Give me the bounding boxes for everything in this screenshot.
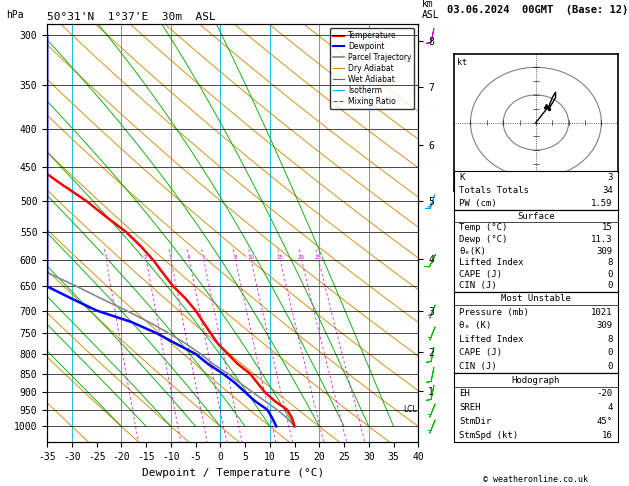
Text: 15: 15 (276, 255, 283, 260)
Text: hPa: hPa (6, 10, 24, 20)
Text: CIN (J): CIN (J) (459, 362, 497, 371)
Text: 3: 3 (608, 173, 613, 182)
Legend: Temperature, Dewpoint, Parcel Trajectory, Dry Adiabat, Wet Adiabat, Isotherm, Mi: Temperature, Dewpoint, Parcel Trajectory… (330, 28, 415, 109)
Text: © weatheronline.co.uk: © weatheronline.co.uk (484, 474, 588, 484)
Text: 8: 8 (233, 255, 237, 260)
Text: 11.3: 11.3 (591, 235, 613, 244)
Text: Surface: Surface (517, 211, 555, 221)
Text: 8: 8 (608, 258, 613, 267)
Text: θₑ (K): θₑ (K) (459, 321, 491, 330)
Text: 1.59: 1.59 (591, 199, 613, 208)
Text: 309: 309 (597, 321, 613, 330)
Text: PW (cm): PW (cm) (459, 199, 497, 208)
Text: 0: 0 (608, 348, 613, 357)
Text: 45°: 45° (597, 417, 613, 426)
Text: Lifted Index: Lifted Index (459, 258, 523, 267)
Text: StmDir: StmDir (459, 417, 491, 426)
Text: SREH: SREH (459, 403, 481, 412)
Text: 2: 2 (144, 255, 148, 260)
Text: Dewp (°C): Dewp (°C) (459, 235, 508, 244)
Text: 20: 20 (298, 255, 304, 260)
Text: StmSpd (kt): StmSpd (kt) (459, 431, 518, 440)
Text: 16: 16 (602, 431, 613, 440)
X-axis label: Dewpoint / Temperature (°C): Dewpoint / Temperature (°C) (142, 468, 324, 478)
Text: 50°31'N  1°37'E  30m  ASL: 50°31'N 1°37'E 30m ASL (47, 12, 216, 22)
Text: 03.06.2024  00GMT  (Base: 12): 03.06.2024 00GMT (Base: 12) (447, 4, 628, 15)
Text: 8: 8 (608, 335, 613, 344)
Text: Lifted Index: Lifted Index (459, 335, 523, 344)
Text: 0: 0 (608, 281, 613, 291)
Text: 0: 0 (608, 362, 613, 371)
Text: 34: 34 (602, 186, 613, 195)
Text: -20: -20 (597, 389, 613, 399)
Text: LCL: LCL (403, 405, 417, 414)
Text: EH: EH (459, 389, 470, 399)
Text: CIN (J): CIN (J) (459, 281, 497, 291)
Text: 25: 25 (314, 255, 321, 260)
Text: 3: 3 (169, 255, 172, 260)
Text: 15: 15 (602, 223, 613, 232)
Text: kt: kt (457, 58, 467, 67)
Text: θₑ(K): θₑ(K) (459, 246, 486, 256)
Text: 10: 10 (247, 255, 254, 260)
Text: Most Unstable: Most Unstable (501, 294, 571, 303)
Text: 4: 4 (187, 255, 191, 260)
Text: 4: 4 (608, 403, 613, 412)
Text: Totals Totals: Totals Totals (459, 186, 529, 195)
Text: 1021: 1021 (591, 308, 613, 317)
Text: 309: 309 (597, 246, 613, 256)
Text: CAPE (J): CAPE (J) (459, 270, 502, 279)
Text: Pressure (mb): Pressure (mb) (459, 308, 529, 317)
Text: CAPE (J): CAPE (J) (459, 348, 502, 357)
Text: 5: 5 (201, 255, 205, 260)
Text: 0: 0 (608, 270, 613, 279)
Text: K: K (459, 173, 464, 182)
Text: 1: 1 (104, 255, 108, 260)
Text: Temp (°C): Temp (°C) (459, 223, 508, 232)
Text: Hodograph: Hodograph (512, 376, 560, 385)
Text: km
ASL: km ASL (422, 0, 440, 20)
